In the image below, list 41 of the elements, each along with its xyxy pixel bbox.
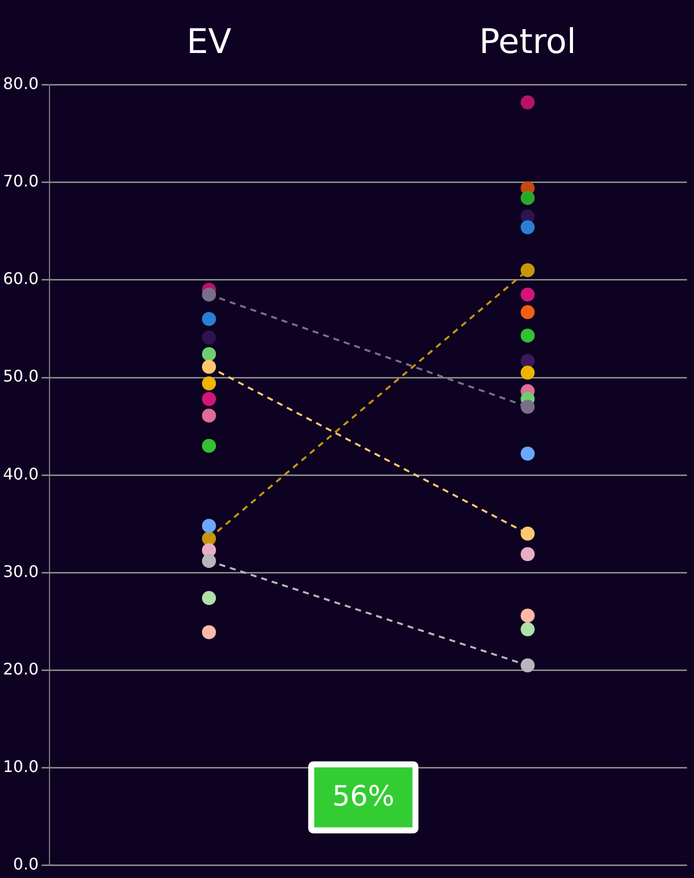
y-tick-label: 80.0 bbox=[3, 74, 39, 93]
y-tick-label: 10.0 bbox=[3, 756, 39, 776]
y-tick-label: 30.0 bbox=[3, 562, 39, 581]
point bbox=[202, 591, 216, 606]
point bbox=[202, 330, 216, 345]
point bbox=[202, 625, 216, 640]
point bbox=[520, 220, 535, 234]
point bbox=[202, 376, 216, 390]
point bbox=[202, 554, 216, 568]
point bbox=[520, 526, 535, 541]
y-tick-label: 20.0 bbox=[3, 659, 39, 678]
point bbox=[520, 608, 535, 623]
point bbox=[202, 518, 216, 533]
y-tick-label: 60.0 bbox=[3, 269, 39, 288]
y-tick-label: 70.0 bbox=[3, 172, 39, 191]
x-tick-label: Petrol bbox=[479, 22, 576, 62]
point bbox=[520, 263, 535, 278]
point bbox=[202, 360, 216, 374]
point bbox=[202, 392, 216, 406]
point bbox=[520, 446, 535, 461]
point bbox=[202, 312, 216, 326]
annotation: 56% bbox=[332, 780, 394, 813]
point bbox=[520, 305, 535, 320]
point bbox=[202, 347, 216, 362]
point bbox=[202, 408, 216, 423]
point bbox=[520, 328, 535, 343]
point bbox=[520, 366, 535, 380]
y-tick-label: 0.0 bbox=[13, 854, 39, 874]
y-tick-label: 50.0 bbox=[3, 366, 39, 386]
point bbox=[202, 288, 216, 302]
point bbox=[520, 622, 535, 636]
point bbox=[520, 190, 535, 205]
point bbox=[520, 354, 535, 368]
point bbox=[520, 400, 535, 414]
point bbox=[202, 438, 216, 453]
y-tick-label: 40.0 bbox=[3, 464, 39, 484]
x-tick-label: EV bbox=[186, 22, 232, 62]
point bbox=[520, 95, 535, 110]
point bbox=[520, 547, 535, 562]
point bbox=[520, 288, 535, 302]
point bbox=[520, 658, 535, 672]
